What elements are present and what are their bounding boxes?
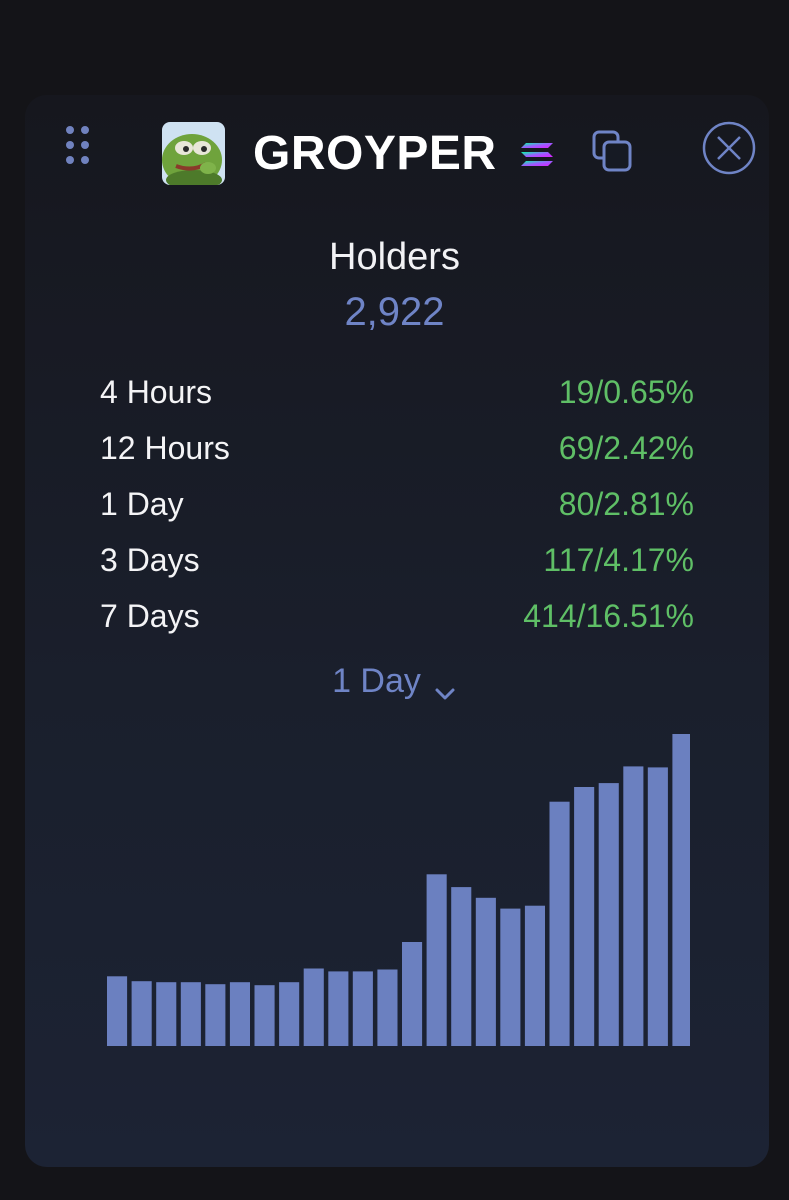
- chart-bar: [598, 783, 619, 1046]
- chart-bar: [254, 985, 275, 1046]
- period-dropdown-label: 1 Day: [332, 662, 421, 700]
- chart-bar: [426, 874, 447, 1046]
- drag-handle-icon[interactable]: [66, 126, 92, 168]
- holders-title: Holders: [329, 236, 460, 278]
- chart-bar: [672, 734, 690, 1046]
- chart-bar: [549, 801, 570, 1046]
- stat-row-7-days: 7 Days 414/16.51%: [100, 588, 694, 644]
- chart-bar: [574, 787, 595, 1046]
- stat-label: 3 Days: [100, 542, 200, 578]
- holders-bar-chart: [107, 734, 690, 1046]
- stat-row-12-hours: 12 Hours 69/2.42%: [100, 420, 694, 476]
- chart-bar: [303, 968, 324, 1046]
- chart-bar: [647, 767, 668, 1046]
- stat-row-3-days: 3 Days 117/4.17%: [100, 532, 694, 588]
- stat-label: 7 Days: [100, 598, 200, 634]
- chart-bar: [131, 981, 152, 1046]
- chart-bar: [500, 908, 521, 1046]
- holder-change-stats: 4 Hours 19/0.65% 12 Hours 69/2.42% 1 Day…: [100, 364, 694, 644]
- close-icon[interactable]: [702, 121, 756, 175]
- holders-count: 2,922: [344, 290, 445, 334]
- chart-bar: [107, 976, 128, 1046]
- chart-bar: [279, 982, 300, 1046]
- stat-row-1-day: 1 Day 80/2.81%: [100, 476, 694, 532]
- chart-bar: [352, 971, 373, 1046]
- chart-bar: [524, 905, 545, 1046]
- chart-bar: [377, 969, 398, 1046]
- chevron-down-icon: [433, 671, 457, 700]
- frog-avatar-icon: [162, 122, 225, 185]
- stat-value: 69/2.42%: [558, 430, 694, 466]
- chart-bar: [229, 982, 250, 1046]
- chart-bar: [475, 897, 496, 1046]
- period-dropdown[interactable]: 1 Day: [0, 657, 789, 705]
- stat-row-4-hours: 4 Hours 19/0.65%: [100, 364, 694, 420]
- solana-chain-icon: [520, 141, 554, 169]
- chart-bar: [623, 766, 644, 1046]
- chart-bar: [180, 982, 201, 1046]
- chart-bar: [205, 984, 226, 1046]
- stat-value: 414/16.51%: [523, 598, 694, 634]
- token-name: GROYPER: [253, 127, 497, 180]
- stat-label: 4 Hours: [100, 374, 213, 410]
- chart-bar: [328, 971, 349, 1046]
- stat-label: 1 Day: [100, 486, 184, 522]
- stat-value: 117/4.17%: [543, 542, 694, 578]
- copy-icon[interactable]: [590, 129, 634, 173]
- stat-value: 19/0.65%: [558, 374, 694, 410]
- chart-bar: [156, 982, 177, 1046]
- stat-value: 80/2.81%: [558, 486, 694, 522]
- stat-label: 12 Hours: [100, 430, 230, 466]
- chart-bar: [451, 887, 472, 1046]
- chart-bar: [402, 942, 423, 1046]
